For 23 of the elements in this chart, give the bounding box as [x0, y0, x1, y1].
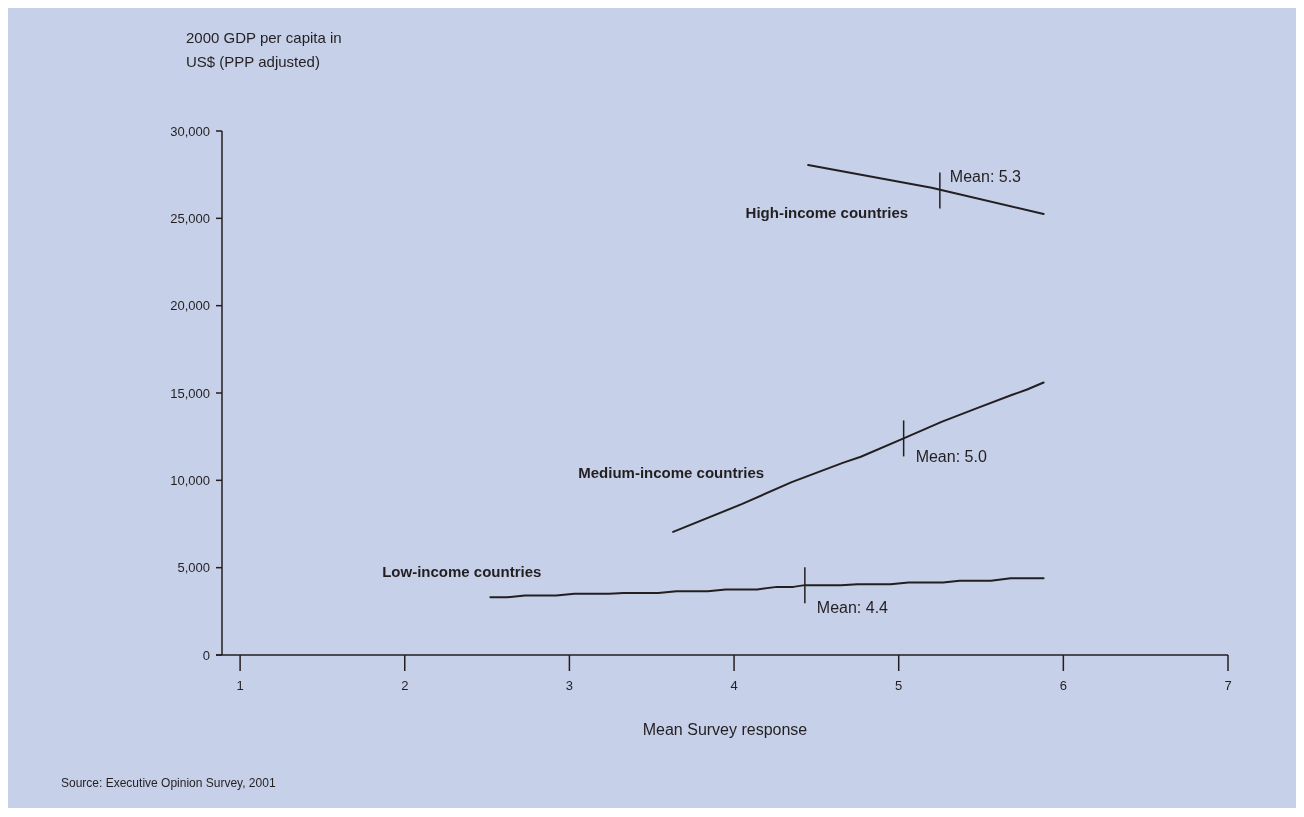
x-tick-label: 7	[1224, 678, 1232, 693]
x-tick-label: 4	[730, 678, 738, 693]
y-axis-title: 2000 GDP per capita in US$ (PPP adjusted)	[186, 29, 342, 70]
y-tick-label: 30,000	[170, 123, 210, 139]
x-tick-label: 1	[236, 678, 244, 693]
source-note: Source: Executive Opinion Survey, 2001	[61, 776, 276, 790]
y-tick-label: 25,000	[170, 210, 210, 226]
annotation: Mean: 5.3	[949, 168, 1022, 186]
x-tick-label: 6	[1059, 678, 1067, 693]
x-tick-label: 3	[565, 678, 574, 693]
series-label: Low-income countries	[382, 563, 542, 581]
x-tick-label: 5	[895, 678, 903, 693]
annotation: Mean: 4.4	[816, 599, 889, 617]
y-tick-label: 15,000	[170, 385, 210, 401]
series-label: Medium-income countries	[578, 463, 765, 481]
annotation: Mean: 5.0	[915, 448, 987, 466]
y-tick-label: 10,000	[170, 472, 210, 488]
y-tick-label: 5,000	[177, 560, 210, 576]
series-label: High-income countries	[745, 204, 909, 222]
x-tick-label: 2	[401, 678, 409, 693]
x-axis-title: Mean Survey response	[642, 721, 808, 738]
y-tick-label: 20,000	[170, 298, 210, 314]
y-tick-label: 0	[202, 647, 210, 663]
